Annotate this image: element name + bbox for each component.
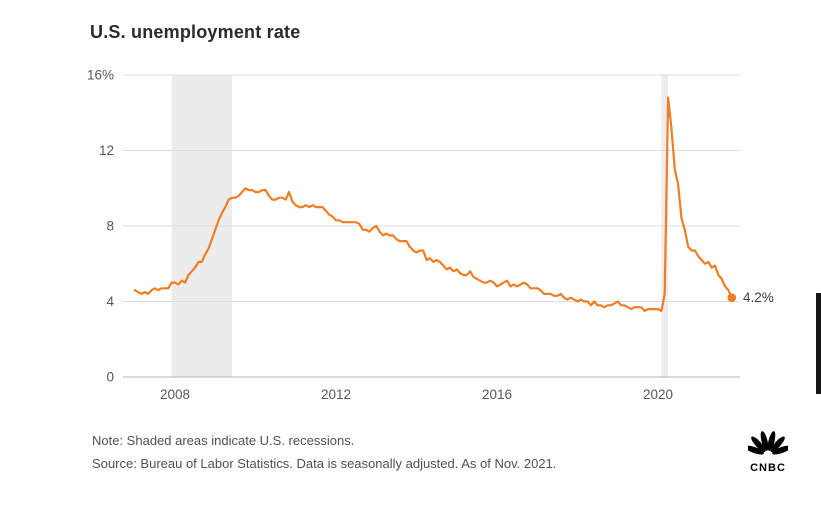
y-tick-label: 8 — [106, 219, 114, 234]
source-line: Source: Bureau of Labor Statistics. Data… — [92, 456, 557, 471]
chart-footnotes: Note: Shaded areas indicate U.S. recessi… — [92, 429, 556, 475]
y-tick-label: 4 — [106, 294, 114, 309]
cnbc-peacock-icon — [744, 431, 792, 455]
window-edge-artifact — [816, 293, 821, 394]
unemployment-line — [133, 96, 733, 312]
cnbc-logo: CNBC — [744, 429, 792, 474]
x-tick-label: 2008 — [160, 387, 190, 402]
x-tick-label: 2020 — [643, 387, 673, 402]
chart-title: U.S. unemployment rate — [90, 22, 301, 42]
end-point-dot — [727, 293, 737, 303]
end-value-label: 4.2% — [743, 290, 774, 305]
y-tick-label: 0 — [106, 370, 114, 385]
y-tick-label: 16% — [87, 68, 114, 83]
x-tick-label: 2012 — [321, 387, 351, 402]
cnbc-logo-text: CNBC — [750, 462, 786, 474]
note-line: Note: Shaded areas indicate U.S. recessi… — [92, 433, 355, 448]
y-tick-label: 12 — [99, 143, 114, 158]
x-tick-label: 2016 — [482, 387, 512, 402]
